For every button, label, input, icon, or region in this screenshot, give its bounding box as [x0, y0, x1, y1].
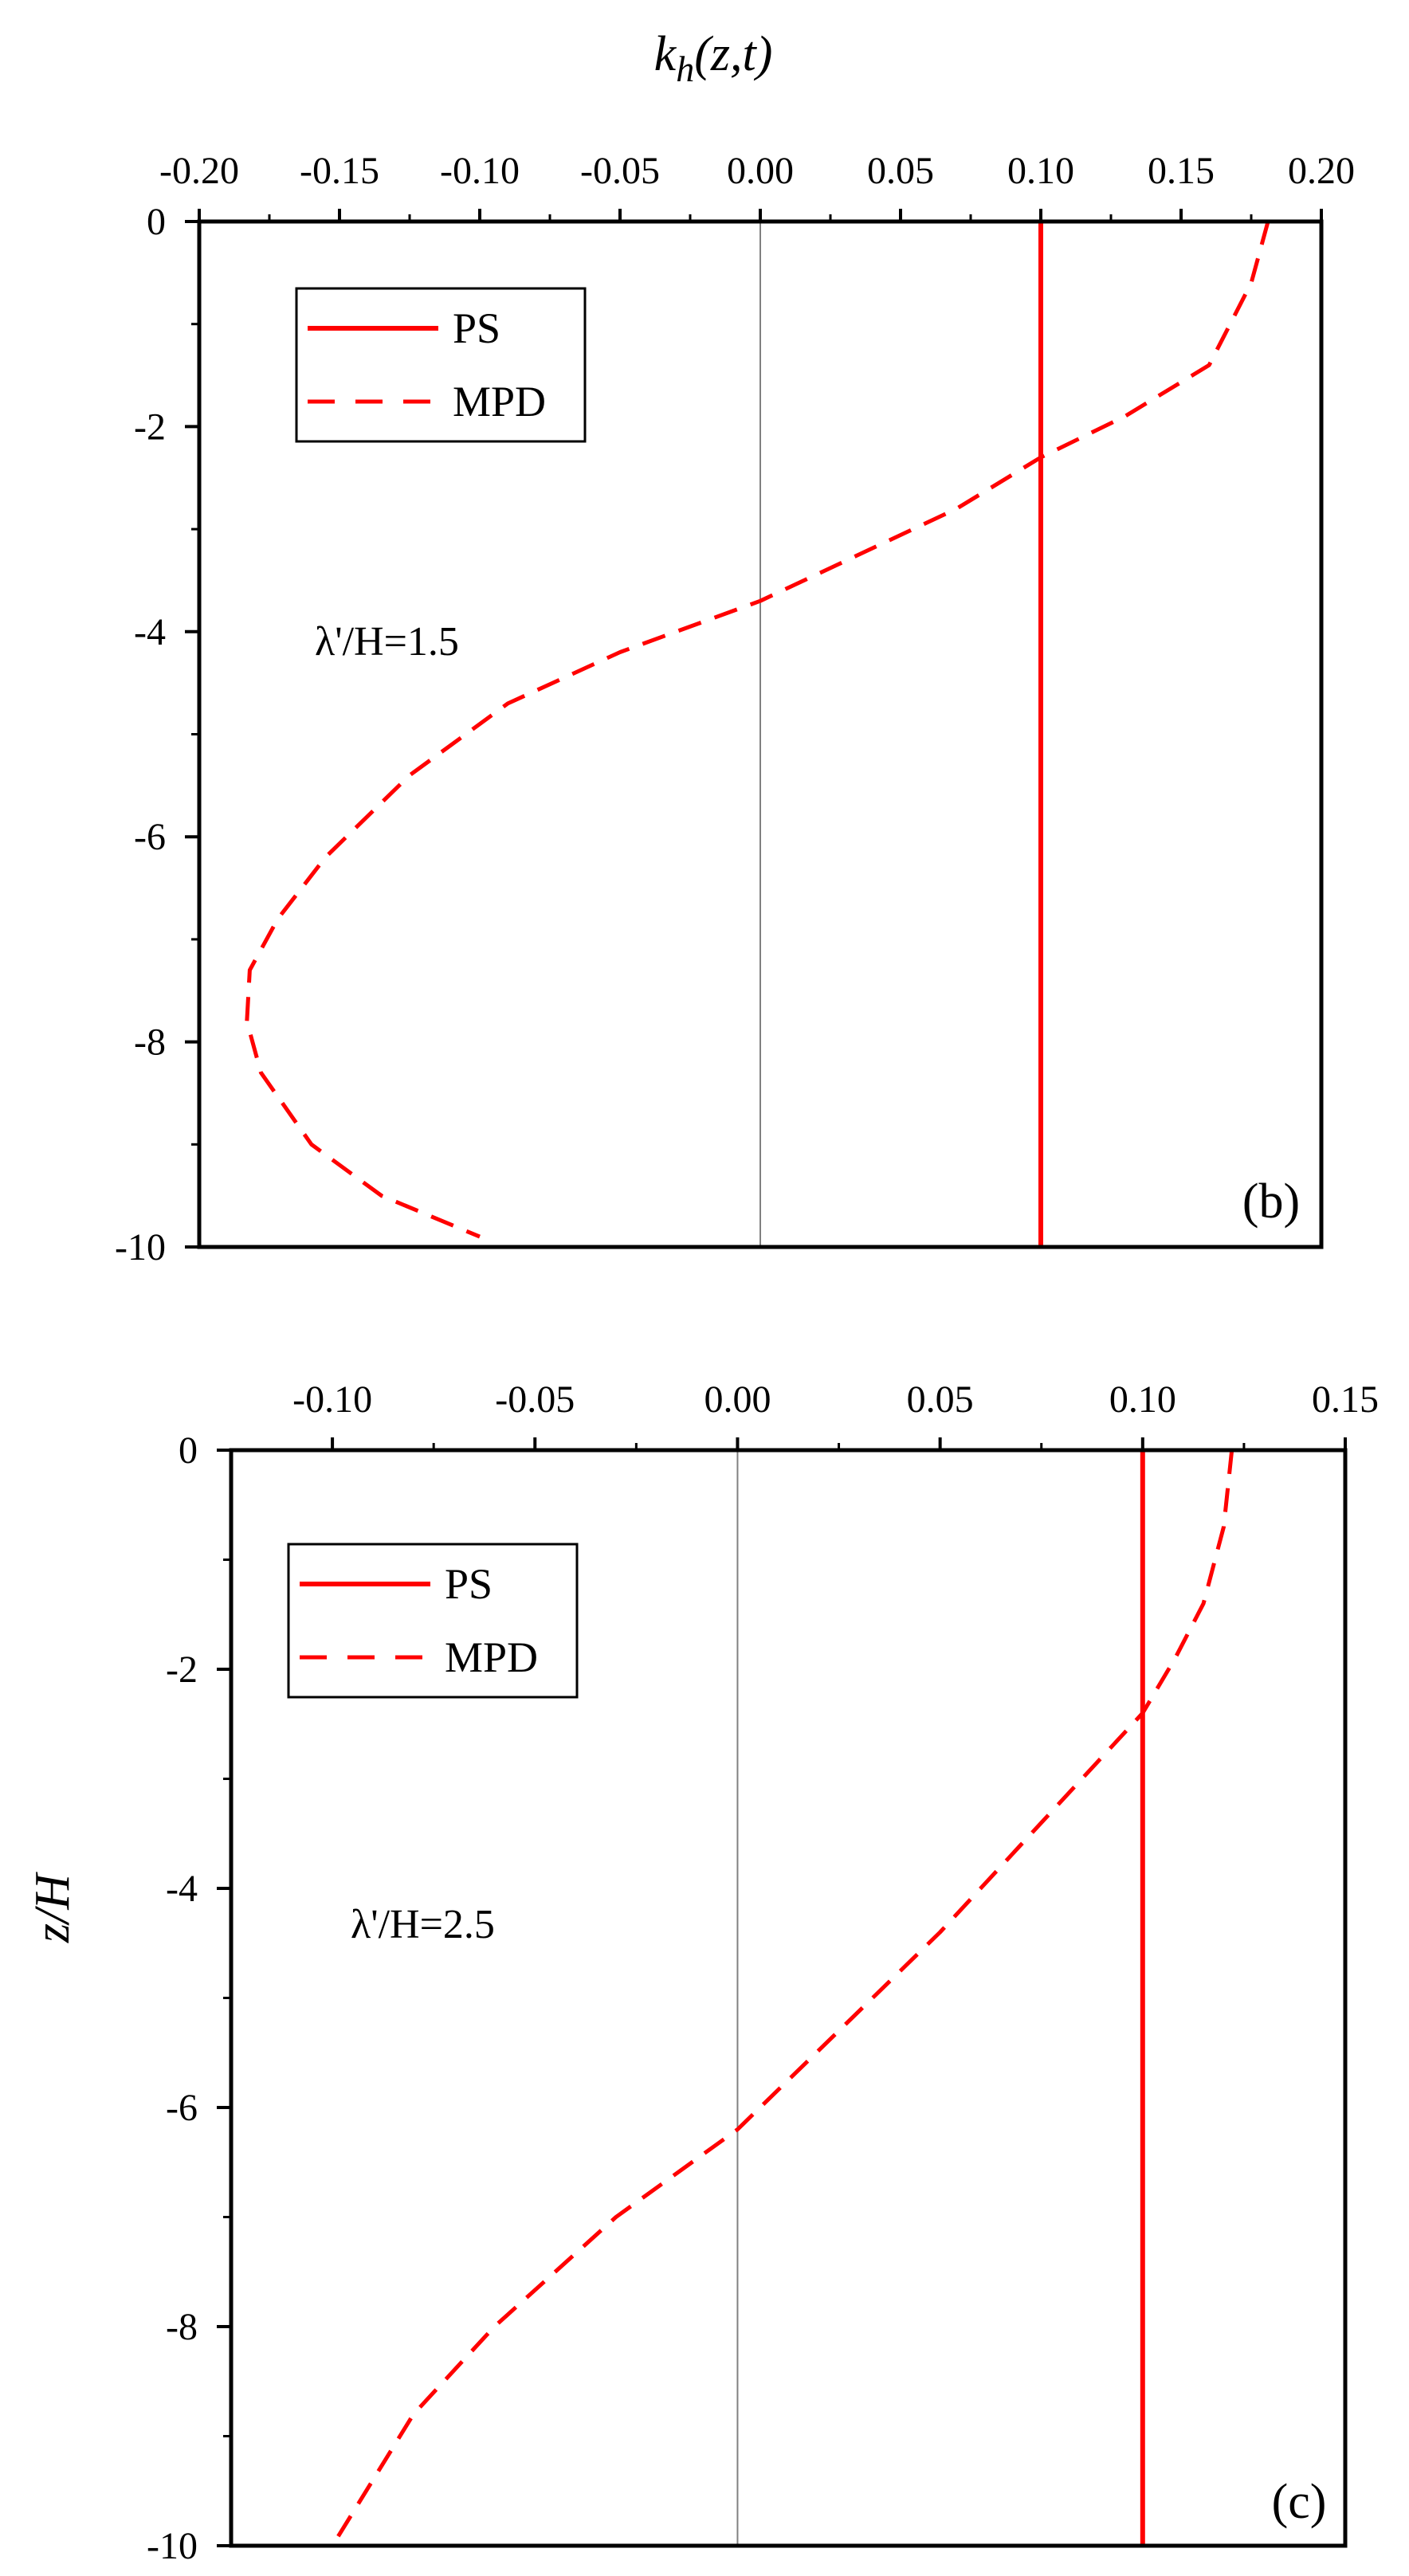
x-tick-label: -0.10: [440, 150, 520, 192]
x-tick-label: 0.05: [867, 150, 934, 192]
y-tick-label: -6: [166, 2087, 198, 2129]
x-tick-label: 0.10: [1007, 150, 1074, 192]
legend-box: [287, 1543, 579, 1699]
y-tick-label: -4: [134, 611, 166, 653]
x-tick-label: 0.00: [704, 1378, 771, 1421]
legend-label-ps: PS: [453, 304, 500, 352]
y-tick-label: -8: [166, 2306, 198, 2348]
left-axis-title: z/H: [26, 1872, 80, 1943]
x-tick-label: 0.10: [1109, 1378, 1176, 1421]
y-tick-label: -2: [166, 1649, 198, 1691]
x-tick-label: -0.15: [300, 150, 379, 192]
parameter-annotation: λ'/H=1.5: [315, 619, 459, 665]
y-tick-label: -10: [147, 2525, 198, 2567]
panels: -0.20 -0.15 -0.10 -0.05 0.00 0.05 0.10 0.15 0.20…: [115, 150, 1379, 2567]
series-line-mpd: [245, 221, 1270, 1239]
legend: PS MPD: [295, 287, 587, 443]
panel-label: (b): [1242, 1174, 1300, 1229]
x-tick-label: -0.10: [292, 1378, 372, 1421]
y-tick-label: -6: [134, 816, 166, 858]
legend: PS MPD: [287, 1543, 579, 1699]
chart-panel-c: -0.10 -0.05 0.00 0.05 0.10 0.15 0 -2 -4 -6 -8 -10 PS…: [147, 1378, 1379, 2567]
chart-panel-b: -0.20 -0.15 -0.10 -0.05 0.00 0.05 0.10 0.15 0.20…: [115, 150, 1355, 1268]
y-tick-label: 0: [179, 1429, 198, 1472]
x-tick-label: 0.05: [907, 1378, 974, 1421]
x-tick-label: -0.20: [159, 150, 239, 192]
x-tick-label: 0.00: [727, 150, 794, 192]
x-tick-label: 0.15: [1312, 1378, 1379, 1421]
panel-label: (c): [1272, 2475, 1327, 2529]
legend-box: [295, 287, 587, 443]
x-tick-label: -0.05: [580, 150, 660, 192]
y-tick-label: -2: [134, 406, 166, 448]
legend-label-mpd: MPD: [445, 1633, 538, 1681]
x-tick-label: -0.05: [495, 1378, 575, 1421]
legend-label-mpd: MPD: [453, 378, 546, 425]
y-tick-label: -10: [115, 1226, 166, 1268]
y-tick-label: -4: [166, 1868, 198, 1910]
top-axis-title: kh(z,t): [654, 27, 773, 89]
x-tick-label: 0.15: [1148, 150, 1215, 192]
legend-label-ps: PS: [445, 1560, 493, 1608]
y-tick-label: 0: [147, 201, 166, 243]
x-tick-label: 0.20: [1288, 150, 1355, 192]
parameter-annotation: λ'/H=2.5: [351, 1902, 495, 1947]
series-line-mpd: [330, 1449, 1234, 2547]
y-tick-label: -8: [134, 1021, 166, 1064]
